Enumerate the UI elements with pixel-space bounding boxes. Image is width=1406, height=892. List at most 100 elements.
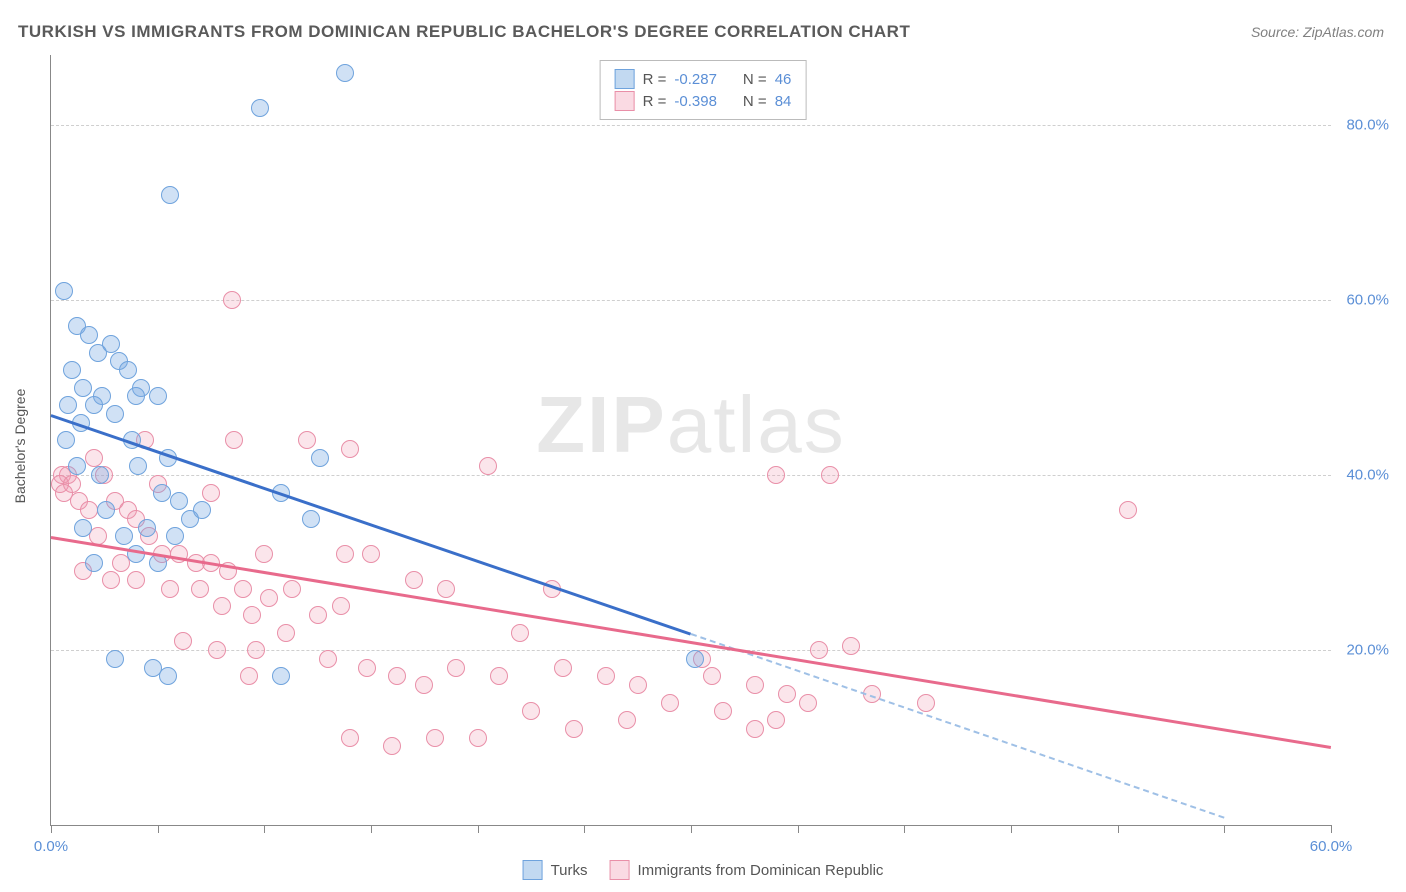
legend-correlation: R =-0.287N =46R =-0.398N =84 [600,60,807,120]
watermark: ZIPatlas [536,379,845,471]
data-point [383,737,401,755]
data-point [746,676,764,694]
x-tick [1224,825,1225,833]
data-point [447,659,465,677]
data-point [597,667,615,685]
legend-label: Turks [551,862,588,879]
x-tick [264,825,265,833]
data-point [119,361,137,379]
data-point [358,659,376,677]
x-tick [1118,825,1119,833]
y-tick-label: 40.0% [1339,467,1389,484]
data-point [661,694,679,712]
data-point [127,571,145,589]
data-point [149,387,167,405]
data-point [479,457,497,475]
data-point [85,554,103,572]
data-point [336,545,354,563]
x-tick [584,825,585,833]
data-point [80,326,98,344]
data-point [565,720,583,738]
data-point [746,720,764,738]
gridline [51,300,1331,301]
y-tick-label: 60.0% [1339,292,1389,309]
x-tick [51,825,52,833]
data-point [714,702,732,720]
chart-title: TURKISH VS IMMIGRANTS FROM DOMINICAN REP… [18,22,910,42]
n-label: N = [743,93,767,110]
data-point [240,667,258,685]
data-point [193,501,211,519]
data-point [74,519,92,537]
data-point [821,466,839,484]
data-point [102,571,120,589]
n-value: 46 [775,71,792,88]
data-point [166,527,184,545]
data-point [127,387,145,405]
data-point [686,650,704,668]
legend-swatch [615,91,635,111]
source-attribution: Source: ZipAtlas.com [1251,24,1384,40]
data-point [767,466,785,484]
gridline [51,125,1331,126]
x-tick [158,825,159,833]
x-tick [798,825,799,833]
data-point [283,580,301,598]
data-point [251,99,269,117]
legend-swatch [523,860,543,880]
data-point [490,667,508,685]
data-point [629,676,647,694]
data-point [102,335,120,353]
data-point [115,527,133,545]
data-point [415,676,433,694]
data-point [91,466,109,484]
data-point [405,571,423,589]
data-point [362,545,380,563]
x-tick-label: 60.0% [1310,838,1353,855]
data-point [260,589,278,607]
data-point [522,702,540,720]
legend-row: R =-0.287N =46 [615,69,792,89]
data-point [159,667,177,685]
data-point [85,396,103,414]
x-tick-label: 0.0% [34,838,68,855]
data-point [309,606,327,624]
x-tick [691,825,692,833]
x-tick [1011,825,1012,833]
r-value: -0.398 [674,93,717,110]
data-point [298,431,316,449]
data-point [68,457,86,475]
data-point [138,519,156,537]
data-point [170,492,188,510]
y-axis-label: Bachelor's Degree [12,389,28,504]
data-point [106,650,124,668]
data-point [810,641,828,659]
data-point [277,624,295,642]
data-point [767,711,785,729]
data-point [234,580,252,598]
x-tick [478,825,479,833]
legend-swatch [610,860,630,880]
data-point [341,729,359,747]
x-tick [371,825,372,833]
data-point [129,457,147,475]
data-point [272,667,290,685]
data-point [332,597,350,615]
data-point [153,484,171,502]
data-point [917,694,935,712]
gridline [51,475,1331,476]
data-point [1119,501,1137,519]
legend-row: R =-0.398N =84 [615,91,792,111]
data-point [63,361,81,379]
data-point [336,64,354,82]
plot-area: ZIPatlas 20.0%40.0%60.0%80.0%0.0%60.0% [50,55,1331,826]
data-point [437,580,455,598]
data-point [161,580,179,598]
n-value: 84 [775,93,792,110]
data-point [97,501,115,519]
data-point [57,431,75,449]
data-point [202,484,220,502]
data-point [161,186,179,204]
data-point [223,291,241,309]
data-point [703,667,721,685]
